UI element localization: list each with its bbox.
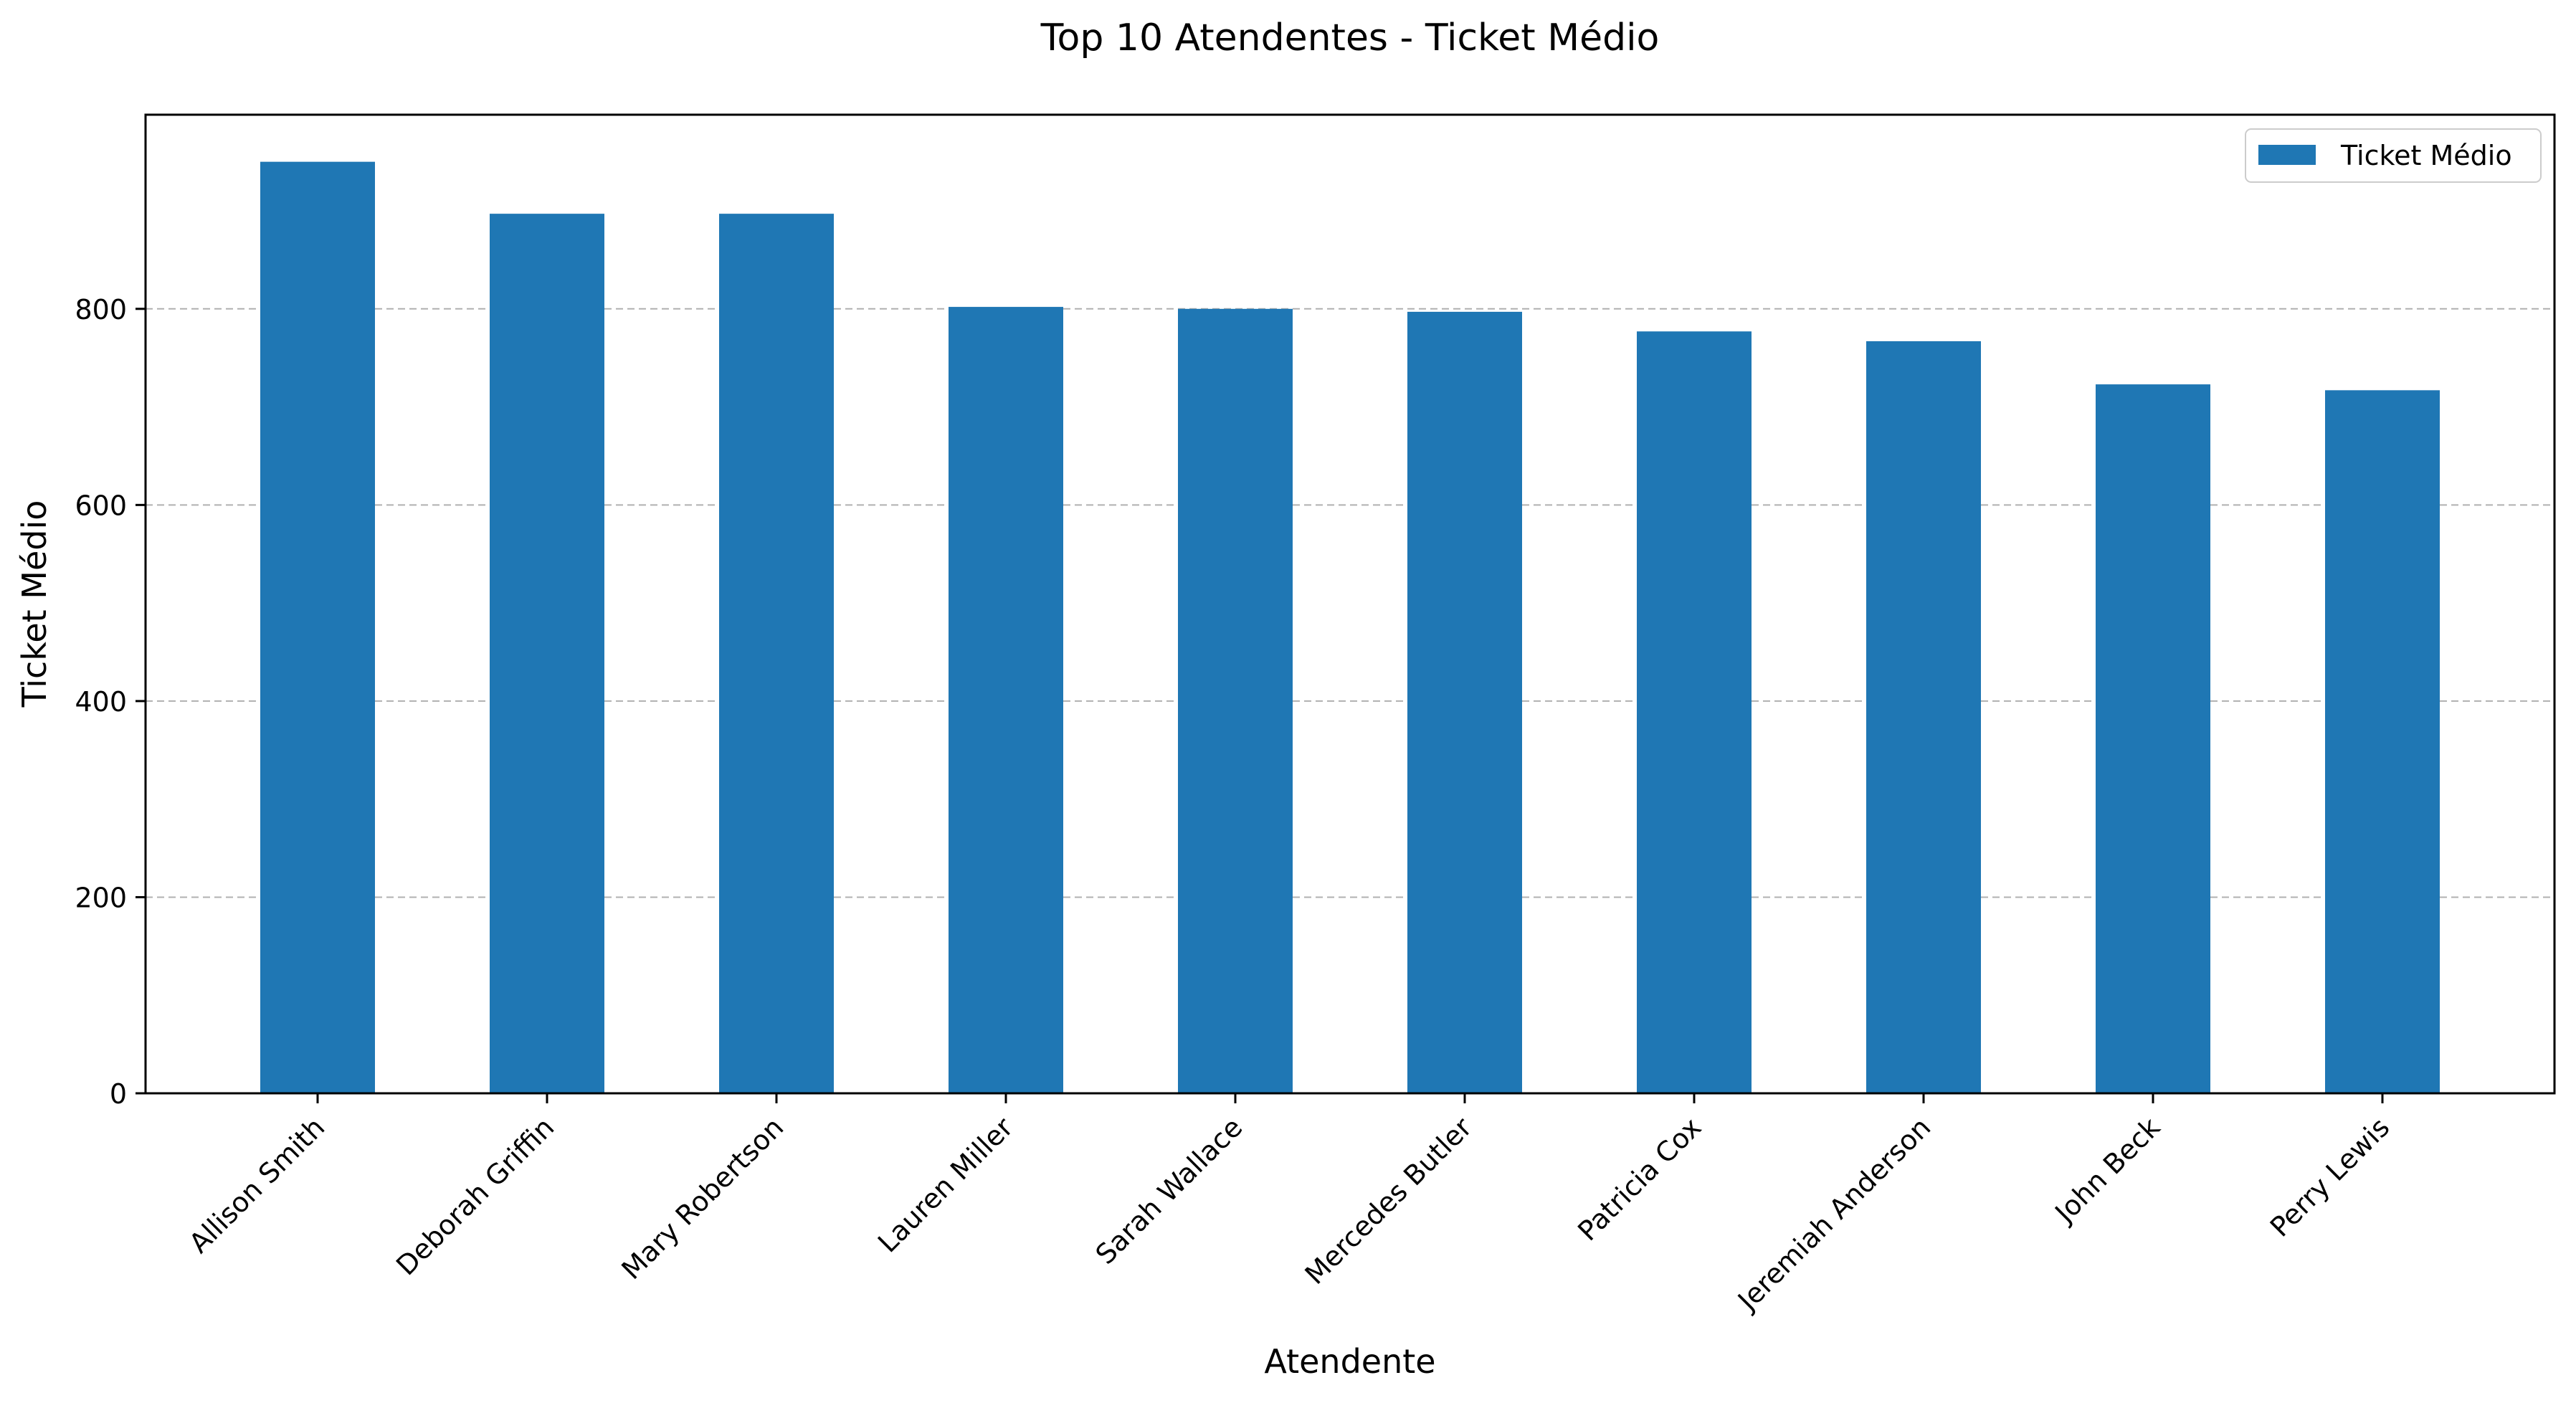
y-axis-label: Ticket Médio (15, 500, 54, 708)
bar (2096, 384, 2210, 1093)
bars (260, 161, 2440, 1094)
x-axis-label: Atendente (1264, 1342, 1435, 1381)
y-tick-label: 400 (75, 686, 127, 718)
bar (490, 214, 604, 1093)
legend-box (2245, 128, 2542, 183)
bar (260, 161, 375, 1093)
legend-label: Ticket Médio (2340, 140, 2512, 171)
bar (2325, 390, 2440, 1093)
y-tick-label: 0 (110, 1078, 127, 1110)
bar (1407, 311, 1522, 1094)
chart-title: Top 10 Atendentes - Ticket Médio (1040, 16, 1660, 60)
y-tick-label: 200 (75, 882, 127, 913)
bar (1637, 331, 1752, 1093)
legend-swatch (2258, 145, 2316, 165)
bar (949, 307, 1063, 1093)
bar (719, 214, 834, 1093)
bar (1178, 308, 1293, 1093)
y-axis: 0 200 400 600 800 (75, 294, 146, 1110)
bar (1866, 341, 1981, 1093)
y-tick-label: 600 (75, 490, 127, 521)
legend: Ticket Médio (2245, 128, 2542, 183)
plot-frame (144, 113, 2556, 1095)
y-tick-label: 800 (75, 294, 127, 325)
